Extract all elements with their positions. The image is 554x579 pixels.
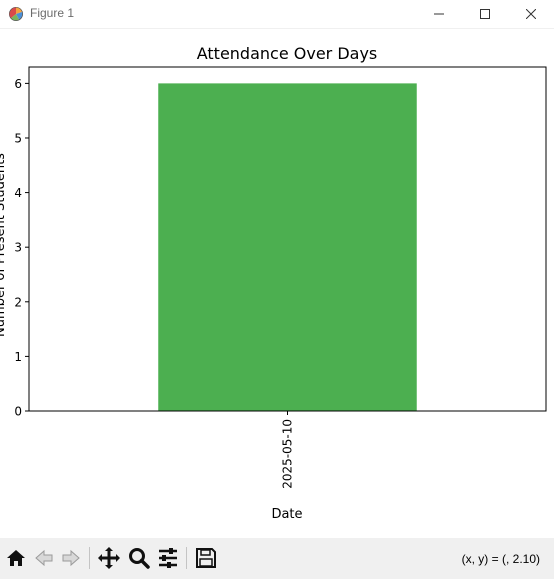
figure-canvas[interactable]: Attendance Over Days Number of Present S…	[0, 29, 554, 538]
configure-subplots-button[interactable]	[156, 546, 180, 570]
save-button[interactable]	[194, 546, 218, 570]
forward-icon	[62, 549, 80, 567]
chart-title: Attendance Over Days	[197, 44, 378, 63]
y-tick-label: 5	[14, 131, 22, 145]
y-axis-label: Number of Present Students	[0, 153, 8, 337]
maximize-button[interactable]	[462, 0, 508, 28]
zoom-button[interactable]	[127, 546, 151, 570]
plot-area: 2025-05-10 0 1 2 3 4 5 6	[14, 66, 547, 489]
minimize-icon	[434, 13, 444, 15]
y-tick-label: 3	[14, 241, 22, 255]
save-icon	[196, 548, 216, 568]
y-tick-label: 2	[14, 295, 22, 309]
back-icon	[35, 549, 53, 567]
bar-chart: Attendance Over Days Number of Present S…	[0, 44, 547, 522]
axes-frame	[28, 66, 547, 412]
minimize-button[interactable]	[416, 0, 462, 28]
bar	[158, 83, 417, 411]
matplotlib-figure-icon	[9, 7, 23, 21]
window-titlebar: Figure 1	[0, 0, 554, 29]
pan-icon	[98, 547, 120, 569]
navigation-toolbar: (x, y) = (, 2.10)	[0, 538, 554, 579]
x-axis-label: Date	[271, 507, 302, 522]
window-title: Figure 1	[30, 6, 75, 20]
toolbar-separator	[186, 547, 187, 569]
back-button[interactable]	[32, 546, 56, 570]
forward-button[interactable]	[59, 546, 83, 570]
toolbar-separator	[89, 547, 90, 569]
configure-subplots-icon	[159, 548, 177, 568]
x-tick-label: 2025-05-10	[281, 419, 295, 489]
home-button[interactable]	[4, 546, 28, 570]
maximize-icon	[480, 9, 490, 19]
close-icon	[526, 9, 536, 19]
y-tick-label: 6	[14, 77, 22, 91]
close-button[interactable]	[508, 0, 554, 28]
y-tick-label: 1	[14, 350, 22, 364]
pan-button[interactable]	[97, 546, 121, 570]
zoom-icon	[129, 548, 150, 569]
cursor-coordinates: (x, y) = (, 2.10)	[461, 552, 540, 566]
y-tick-label: 0	[14, 405, 22, 419]
home-icon	[7, 550, 25, 566]
y-tick-label: 4	[14, 186, 22, 200]
